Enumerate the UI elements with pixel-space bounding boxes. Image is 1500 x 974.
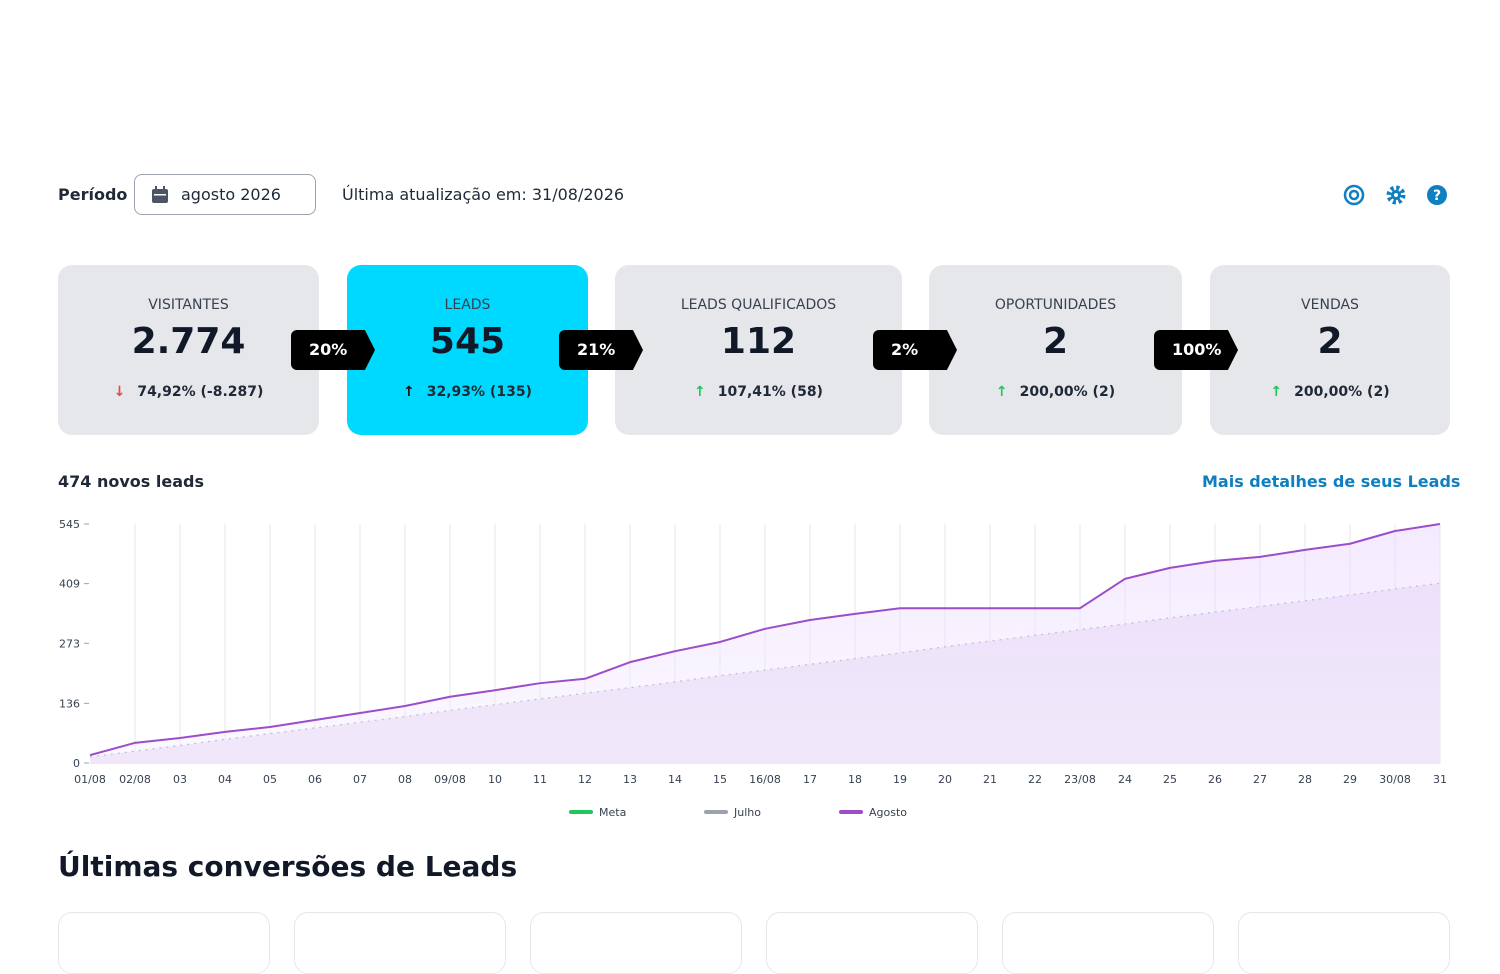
stage-change: ↑ 32,93% (135) [347,384,588,400]
chart-title: 474 novos leads [58,472,204,491]
x-tick-label: 28 [1298,773,1312,786]
stage-card: LEADS 545 ↑ 32,93% (135) [347,265,588,435]
x-tick-label: 04 [218,773,232,786]
details-link[interactable]: Mais detalhes de seus Leads [1202,472,1461,491]
x-tick-label: 29 [1343,773,1357,786]
stage-card: VENDAS 2 ↑ 200,00% (2) [1210,265,1450,435]
section-title: Últimas conversões de Leads [58,850,518,883]
x-tick-label: 20 [938,773,952,786]
x-tick-label: 10 [488,773,502,786]
conversion-card [294,912,506,974]
change-text: 200,00% (2) [1019,384,1116,400]
stage-label: LEADS QUALIFICADOS [680,297,837,313]
x-tick-label: 07 [353,773,367,786]
stage-card: LEADS QUALIFICADOS 112 ↑ 107,41% (58) [615,265,902,435]
conversion-card [530,912,742,974]
calendar-icon [152,186,168,203]
x-tick-label: 01/08 [74,773,106,786]
stage-card: OPORTUNIDADES 2 ↑ 200,00% (2) [929,265,1182,435]
y-tick-label: 0 [73,757,80,770]
stage-change: ↓ 74,92% (-8.287) [58,384,319,400]
toolbar-icons: ? [1343,184,1447,206]
trend-arrow: ↑ [403,384,415,400]
y-tick-label: 409 [59,578,80,591]
conversion-badge: 21% [559,330,643,370]
stage-value: 545 [429,321,506,362]
conversion-card [1002,912,1214,974]
stage-change: ↑ 107,41% (58) [615,384,902,400]
trend-arrow: ↑ [694,384,706,400]
x-tick-label: 26 [1208,773,1222,786]
x-tick-label: 02/08 [119,773,151,786]
x-tick-label: 30/08 [1379,773,1411,786]
change-text: 107,41% (58) [717,384,823,400]
x-tick-label: 18 [848,773,862,786]
stage-change: ↑ 200,00% (2) [1210,384,1450,400]
change-text: 32,93% (135) [426,384,532,400]
x-tick-label: 22 [1028,773,1042,786]
y-tick-label: 136 [59,697,80,710]
legend-label: Meta [599,806,626,819]
stage-label: VENDAS [1301,297,1359,313]
x-tick-label: 11 [533,773,547,786]
chart: 01/08 02/08 03 04 05 06 07 08 09/08 10 11 12 13 14 15 1… [59,518,1447,819]
conversion-badge: 20% [291,330,375,370]
stage-card: VISITANTES 2.774 ↓ 74,92% (-8.287) [58,265,319,435]
x-tick-label: 12 [578,773,592,786]
period-value: agosto 2026 [181,185,281,204]
stage-label: VISITANTES [148,297,229,313]
help-icon[interactable]: ? [1427,185,1447,205]
trend-arrow: ↓ [113,384,126,400]
x-tick-label: 19 [893,773,907,786]
x-tick-label: 05 [263,773,277,786]
stage-change: ↑ 200,00% (2) [929,384,1182,400]
stage-value: 2.774 [131,321,246,362]
goal-icon[interactable] [1343,184,1365,206]
trend-arrow: ↑ [995,384,1008,400]
page: Período agosto 2026 Última atualização e… [58,174,1461,974]
legend-label: Julho [733,806,761,819]
x-tick-label: 15 [713,773,727,786]
stage-value: 2 [1317,321,1343,362]
conversion-card [766,912,978,974]
y-tick-label: 545 [59,518,80,531]
conversion-badge: 100% [1154,330,1238,370]
change-text: 200,00% (2) [1294,384,1390,400]
x-tick-label: 27 [1253,773,1267,786]
svg-text:?: ? [1433,188,1441,204]
x-tick-label: 25 [1163,773,1177,786]
x-tick-label: 09/08 [434,773,466,786]
conversion-card [1238,912,1450,974]
x-tick-label: 13 [623,773,637,786]
legend-label: Agosto [869,806,907,819]
period-label: Período [58,185,128,204]
last-update: Última atualização em: 31/08/2026 [342,185,625,204]
change-text: 74,92% (-8.287) [137,384,264,400]
x-tick-label: 14 [668,773,682,786]
series-line [89,523,1441,757]
x-tick-label: 17 [803,773,817,786]
x-tick-label: 21 [983,773,997,786]
stage-label: LEADS [444,297,491,313]
conversion-card [58,912,270,974]
stage-value: 112 [720,321,797,362]
x-tick-label: 03 [173,773,187,786]
x-tick-label: 16/08 [749,773,781,786]
period-picker[interactable]: agosto 2026 [134,174,316,215]
x-tick-label: 24 [1118,773,1132,786]
series-area [90,524,1440,763]
x-tick-label: 08 [398,773,412,786]
x-tick-label: 23/08 [1064,773,1096,786]
x-tick-label: 06 [308,773,322,786]
x-tick-label: 31 [1433,773,1447,786]
conversion-badge: 2% [873,330,957,370]
trend-arrow: ↑ [1270,384,1283,400]
y-tick-label: 273 [59,637,80,650]
stage-label: OPORTUNIDADES [994,297,1117,313]
stage-value: 2 [1042,321,1069,362]
settings-icon[interactable] [1386,185,1406,205]
